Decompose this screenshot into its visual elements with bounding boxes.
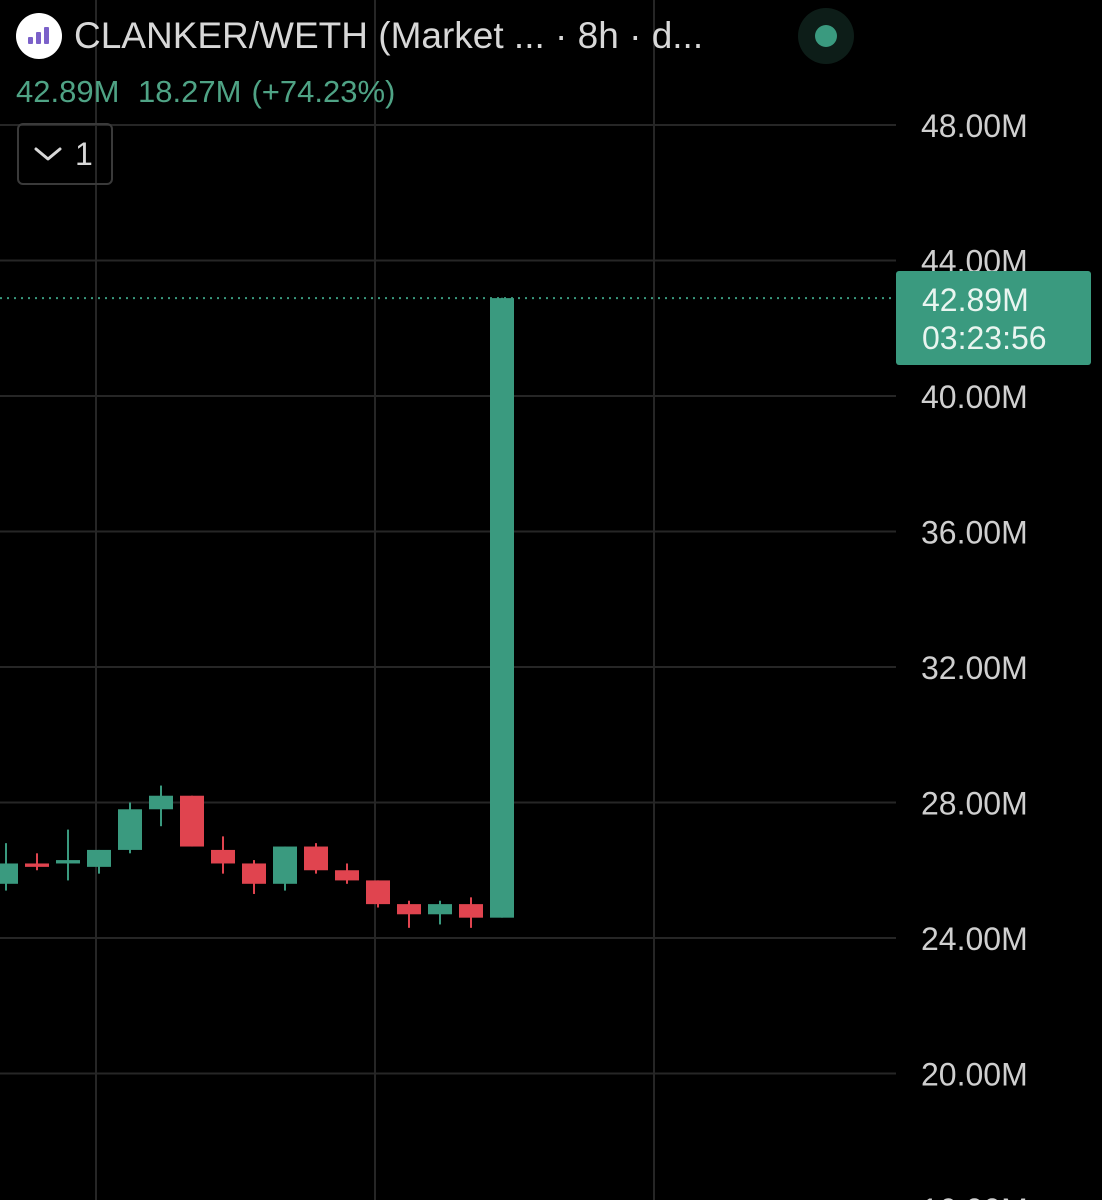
candle-body [273, 846, 297, 884]
y-tick-label: 28.00M [921, 786, 1028, 822]
y-tick-label: 32.00M [921, 650, 1028, 686]
candle-body [242, 863, 266, 884]
bar-chart-logo-icon [16, 13, 62, 59]
y-tick-label: 20.00M [921, 1057, 1028, 1093]
legend-change-value: 18.27M [138, 74, 242, 109]
y-tick-label: 36.00M [921, 515, 1028, 551]
candle-body [397, 904, 421, 915]
candle-body [459, 904, 483, 918]
candle-body [211, 849, 235, 864]
candle-body [335, 870, 359, 881]
chevron-down-icon [34, 147, 62, 161]
candle-body [25, 863, 49, 867]
candle-body [118, 809, 142, 850]
candle-body [0, 863, 18, 884]
candle-body [180, 795, 204, 847]
indicators-toggle-button[interactable]: 1 [17, 123, 113, 185]
candle-body [87, 849, 111, 867]
ohlc-legend: 42.89M 18.27M (+74.23%) [16, 74, 405, 110]
candle-body [490, 298, 514, 918]
y-tick-label: 24.00M [921, 921, 1028, 957]
y-tick-label: 40.00M [921, 379, 1028, 415]
y-tick-label: 16.00M [921, 1192, 1028, 1200]
pair-title[interactable]: CLANKER/WETH (Market ... · 8h · d... [74, 15, 704, 56]
chart-header: CLANKER/WETH (Market ... · 8h · d... [16, 12, 703, 60]
bar-countdown-label: 03:23:56 [922, 320, 1047, 356]
live-status-indicator[interactable] [798, 8, 854, 64]
candle-body [56, 860, 80, 864]
legend-last-value: 42.89M [16, 74, 120, 109]
candle-body [149, 795, 173, 810]
indicators-count: 1 [75, 135, 93, 172]
live-status-dot-icon [815, 25, 837, 47]
candle-body [304, 846, 328, 871]
current-price-tag: 42.89M 03:23:56 [896, 271, 1091, 365]
y-tick-label: 48.00M [921, 108, 1028, 144]
candle-body [366, 880, 390, 905]
candle-body [428, 904, 452, 915]
current-price-label: 42.89M [922, 282, 1029, 318]
legend-change-percent: (+74.23%) [251, 74, 396, 109]
